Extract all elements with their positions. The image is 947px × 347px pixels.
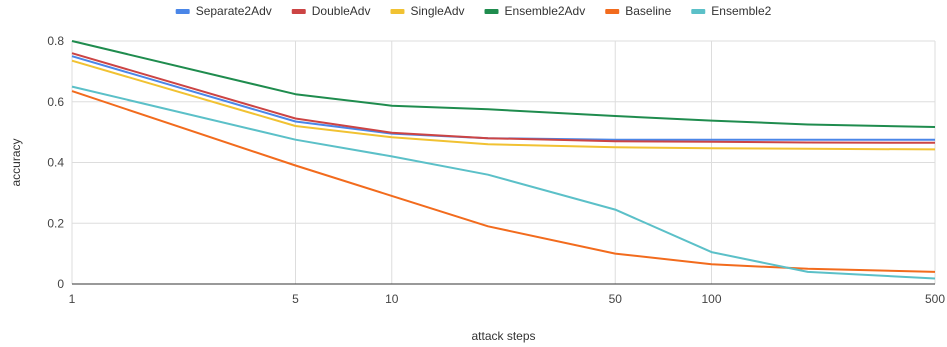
legend: Separate2Adv DoubleAdv SingleAdv Ensemble2A… bbox=[175, 4, 772, 18]
legend-label: DoubleAdv bbox=[312, 4, 371, 18]
legend-label: Ensemble2Adv bbox=[505, 4, 586, 18]
y-tick-label: 0.8 bbox=[47, 34, 64, 48]
x-tick-label: 1 bbox=[69, 292, 76, 306]
y-axis-title: accuracy bbox=[9, 138, 23, 186]
series-lines bbox=[71, 40, 936, 280]
x-axis-title: attack steps bbox=[471, 329, 535, 343]
legend-swatch bbox=[484, 9, 499, 14]
series-line-ensemble2adv bbox=[71, 40, 936, 128]
grid bbox=[71, 40, 936, 284]
legend-swatch bbox=[291, 9, 306, 14]
legend-label: Ensemble2 bbox=[711, 4, 771, 18]
legend-swatch bbox=[605, 9, 620, 14]
legend-label: Baseline bbox=[625, 4, 671, 18]
x-tick-label: 5 bbox=[292, 292, 299, 306]
x-tick-label: 50 bbox=[609, 292, 623, 306]
y-tick-label: 0 bbox=[57, 277, 64, 291]
legend-label: SingleAdv bbox=[410, 4, 464, 18]
legend-label: Separate2Adv bbox=[196, 4, 272, 18]
legend-swatch bbox=[175, 9, 190, 14]
series-line-singleadv bbox=[71, 59, 936, 151]
legend-swatch bbox=[390, 9, 405, 14]
x-tick-label: 10 bbox=[385, 292, 399, 306]
y-tick-label: 0.2 bbox=[47, 216, 64, 230]
y-tick-label: 0.6 bbox=[47, 95, 64, 109]
x-tick-label: 100 bbox=[701, 292, 721, 306]
series-line-doubleadv bbox=[71, 52, 936, 144]
series-line-ensemble2 bbox=[71, 85, 936, 280]
y-tick-label: 0.4 bbox=[47, 156, 64, 170]
legend-swatch bbox=[691, 9, 706, 14]
axes: 0 0.2 0.4 0.6 0.8 1 5 10 50 100 500 bbox=[47, 34, 945, 306]
x-tick-label: 500 bbox=[925, 292, 945, 306]
